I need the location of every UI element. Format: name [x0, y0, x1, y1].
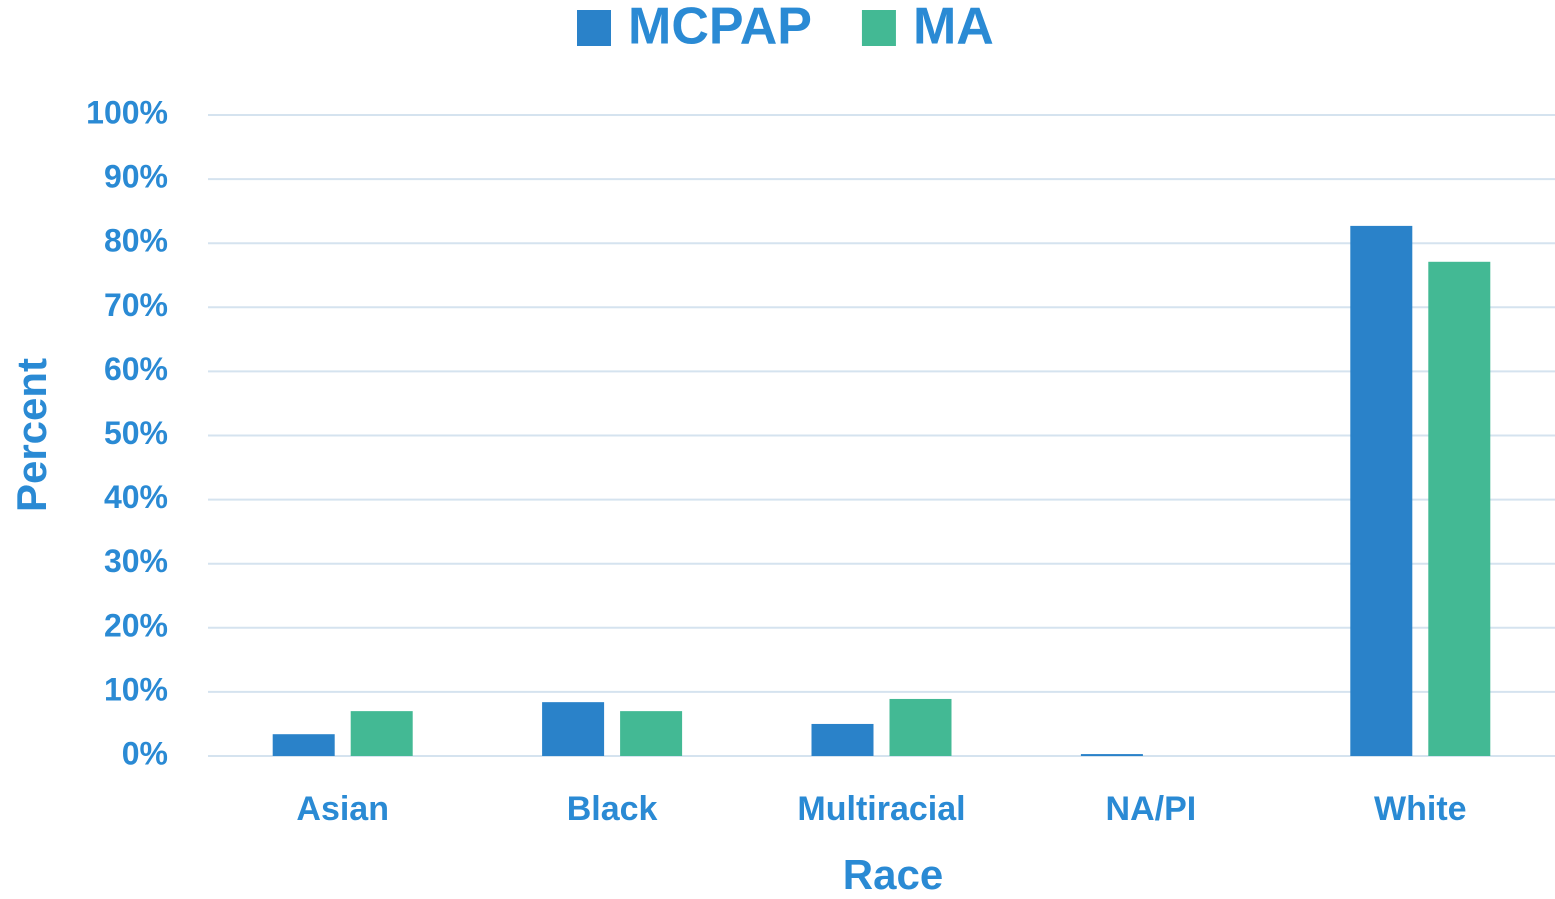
y-tick-label: 100%: [86, 94, 168, 130]
y-tick-label: 30%: [104, 543, 168, 579]
x-tick-label: White: [1374, 790, 1467, 828]
y-tick-label: 20%: [104, 607, 168, 643]
y-tick-label: 70%: [104, 287, 168, 323]
y-tick-label: 10%: [104, 671, 168, 707]
x-tick-label: NA/PI: [1106, 790, 1197, 828]
y-tick-label: 80%: [104, 223, 168, 259]
y-axis-title: Percent: [8, 358, 55, 512]
y-tick-label: 40%: [104, 479, 168, 515]
bar: [889, 698, 952, 756]
bar: [542, 702, 605, 756]
bar: [1350, 225, 1413, 756]
bar: [1080, 754, 1143, 756]
y-tick-label: 0%: [122, 735, 168, 771]
y-tick-label: 60%: [104, 351, 168, 387]
legend-label: MCPAP: [628, 0, 812, 56]
legend-label: MA: [913, 0, 994, 56]
legend-swatch: [577, 10, 611, 46]
x-axis-title: Race: [843, 851, 943, 898]
bar: [272, 734, 335, 756]
x-tick-label: Asian: [296, 790, 389, 828]
bar: [811, 723, 874, 756]
x-tick-label: Multiracial: [797, 790, 965, 828]
bar: [350, 711, 413, 756]
bar: [1428, 261, 1491, 756]
bar: [620, 711, 683, 756]
y-tick-label: 90%: [104, 159, 168, 195]
x-tick-label: Black: [567, 790, 658, 828]
legend-swatch: [861, 10, 896, 46]
y-tick-label: 50%: [104, 415, 168, 451]
